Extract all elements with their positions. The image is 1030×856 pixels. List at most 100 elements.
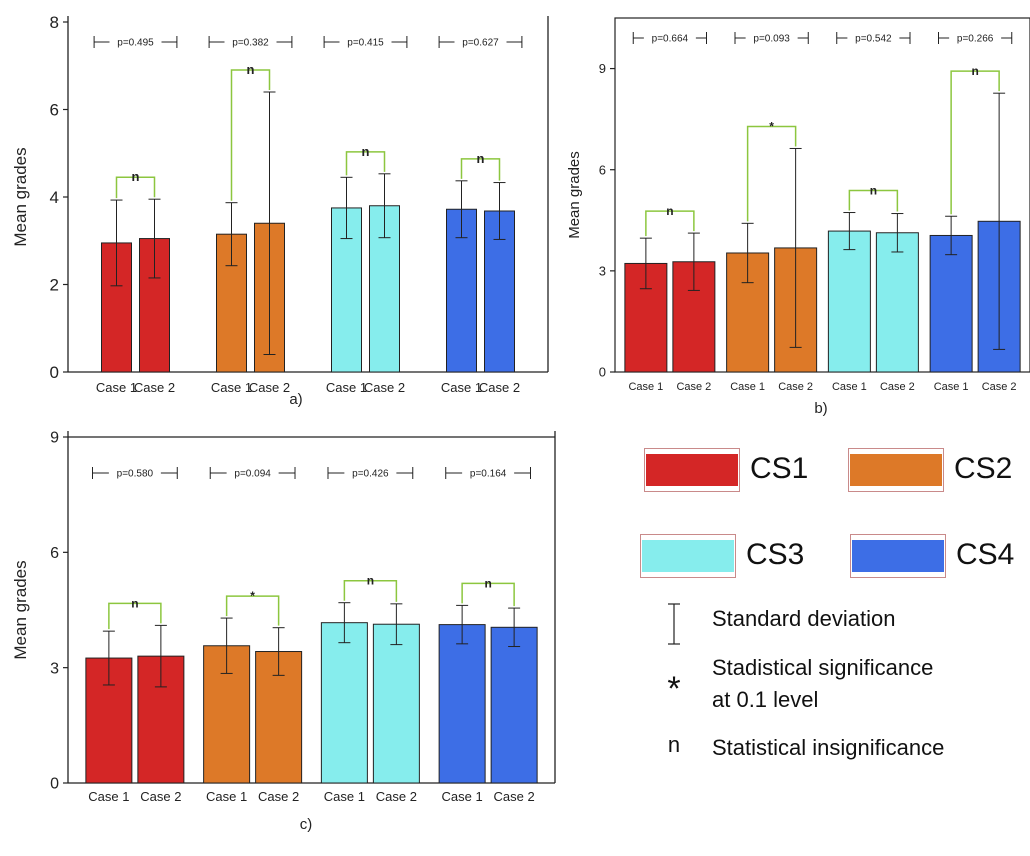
bar <box>490 626 538 784</box>
category-label: Case 2 <box>676 381 711 393</box>
category-label: Case 2 <box>249 380 290 395</box>
category-label: Case 1 <box>442 789 483 804</box>
significance-bracket <box>225 595 280 626</box>
p-value-label: p=0.627 <box>462 38 499 49</box>
legend-fill-cs1 <box>646 454 738 486</box>
p-value-label: p=0.164 <box>470 469 507 480</box>
legend-fill-cs2 <box>850 454 942 486</box>
significance-bracket <box>460 158 501 181</box>
bar <box>372 623 420 784</box>
p-value-label-bg <box>224 36 277 48</box>
y-axis-label: Mean grades <box>11 560 30 659</box>
significance-mark: n <box>477 151 485 166</box>
significance-bracket <box>645 210 695 237</box>
chart-b-svg: 0 3 6 9 Mean grades Case 1 Case 2 n p=0.664 Case … <box>566 17 1030 417</box>
significance-mark: n <box>131 596 138 610</box>
p-value-label: p=0.382 <box>232 38 269 49</box>
p-value-label-bg <box>109 36 162 48</box>
asterisk-icon: * <box>667 670 681 708</box>
category-label: Case 1 <box>96 380 137 395</box>
category-label: Case 2 <box>364 380 405 395</box>
legend-label-cs1: CS1 <box>750 452 809 485</box>
std-dev-icon <box>668 603 680 645</box>
significance-bracket <box>345 151 386 176</box>
significance-mark: n <box>484 576 491 590</box>
y-tick-label: 3 <box>50 660 59 677</box>
category-label: Case 1 <box>206 789 247 804</box>
p-value-label-bg <box>339 36 392 48</box>
legend-swatch-cs3 <box>640 534 736 578</box>
category-label: Case 2 <box>494 789 535 804</box>
chart-panel-a: 0 2 4 6 8 Mean grades Case 1 Case 2 n p=0.495 Case… <box>0 0 560 428</box>
significance-bracket <box>230 69 271 201</box>
bar <box>438 624 486 784</box>
category-label: Case 1 <box>441 380 482 395</box>
significance-mark: * <box>250 589 255 603</box>
category-label: Case 2 <box>982 381 1017 393</box>
y-tick-label: 4 <box>50 188 59 207</box>
significance-bracket <box>108 602 162 630</box>
p-value-label-bg <box>745 32 798 44</box>
p-value-label-bg <box>108 467 161 479</box>
category-label: Case 1 <box>211 380 252 395</box>
category-label: Case 1 <box>628 381 663 393</box>
category-label: Case 2 <box>258 789 299 804</box>
significance-mark: n <box>971 64 978 78</box>
legend-swatch-cs1 <box>644 448 740 492</box>
significance-mark: n <box>367 574 374 588</box>
legend-label-cs3: CS3 <box>746 538 805 571</box>
significance-bracket <box>848 189 899 212</box>
chart-panel-b: 0 3 6 9 Mean grades Case 1 Case 2 n p=0.664 Case … <box>525 0 1030 428</box>
category-label: Case 2 <box>376 789 417 804</box>
p-value-label: p=0.415 <box>347 38 384 49</box>
legend-star-label-line1: Stadistical significance <box>712 655 934 680</box>
legend-label-cs2: CS2 <box>954 452 1013 485</box>
y-tick-label: 9 <box>50 430 59 447</box>
significance-mark: n <box>666 204 673 218</box>
bar <box>929 234 973 373</box>
p-value-label: p=0.093 <box>753 34 790 45</box>
p-value-label-bg <box>454 36 507 48</box>
p-value-label-bg <box>462 467 515 479</box>
category-label: Case 1 <box>326 380 367 395</box>
significance-mark: n <box>132 169 140 184</box>
y-tick-label: 2 <box>50 275 59 294</box>
y-tick-label: 6 <box>50 100 59 119</box>
y-tick-label: 8 <box>50 13 59 32</box>
y-tick-label: 6 <box>599 162 606 177</box>
legend-fill-cs3 <box>642 540 734 572</box>
y-tick-label: 0 <box>50 776 59 793</box>
significance-mark: n <box>870 184 877 198</box>
category-label: Case 2 <box>140 789 181 804</box>
category-label: Case 1 <box>88 789 129 804</box>
category-label: Case 2 <box>778 381 813 393</box>
category-label: Case 2 <box>479 380 520 395</box>
p-value-label-bg <box>643 32 696 44</box>
n-glyph: n <box>667 732 681 757</box>
p-value-label: p=0.426 <box>352 469 389 480</box>
bar <box>875 232 919 373</box>
category-label: Case 1 <box>730 381 765 393</box>
plot-frame <box>614 17 1030 373</box>
legend-swatch-cs4 <box>850 534 946 578</box>
legend-std-dev-label: Standard deviation <box>712 606 896 631</box>
y-tick-label: 6 <box>50 545 59 562</box>
p-value-label: p=0.664 <box>652 34 689 45</box>
legend-fill-cs4 <box>852 540 944 572</box>
significance-bracket <box>461 582 515 607</box>
significance-mark: * <box>769 119 774 133</box>
category-label: Case 2 <box>880 381 915 393</box>
y-tick-label: 3 <box>599 263 606 278</box>
significance-bracket <box>343 579 398 602</box>
significance-bracket <box>115 176 156 199</box>
legend: CS1 CS2 CS3 CS4 Standard deviation * Sta… <box>600 430 1030 851</box>
category-label: Case 2 <box>134 380 175 395</box>
legend-star-label-line2: at 0.1 level <box>712 687 819 712</box>
legend-n-label: Statistical insignificance <box>712 735 945 760</box>
significance-bracket <box>746 125 797 222</box>
legend-swatch-cs2 <box>848 448 944 492</box>
legend-label-cs4: CS4 <box>956 538 1015 571</box>
y-tick-label: 0 <box>599 365 606 380</box>
y-tick-label: 0 <box>50 363 59 382</box>
